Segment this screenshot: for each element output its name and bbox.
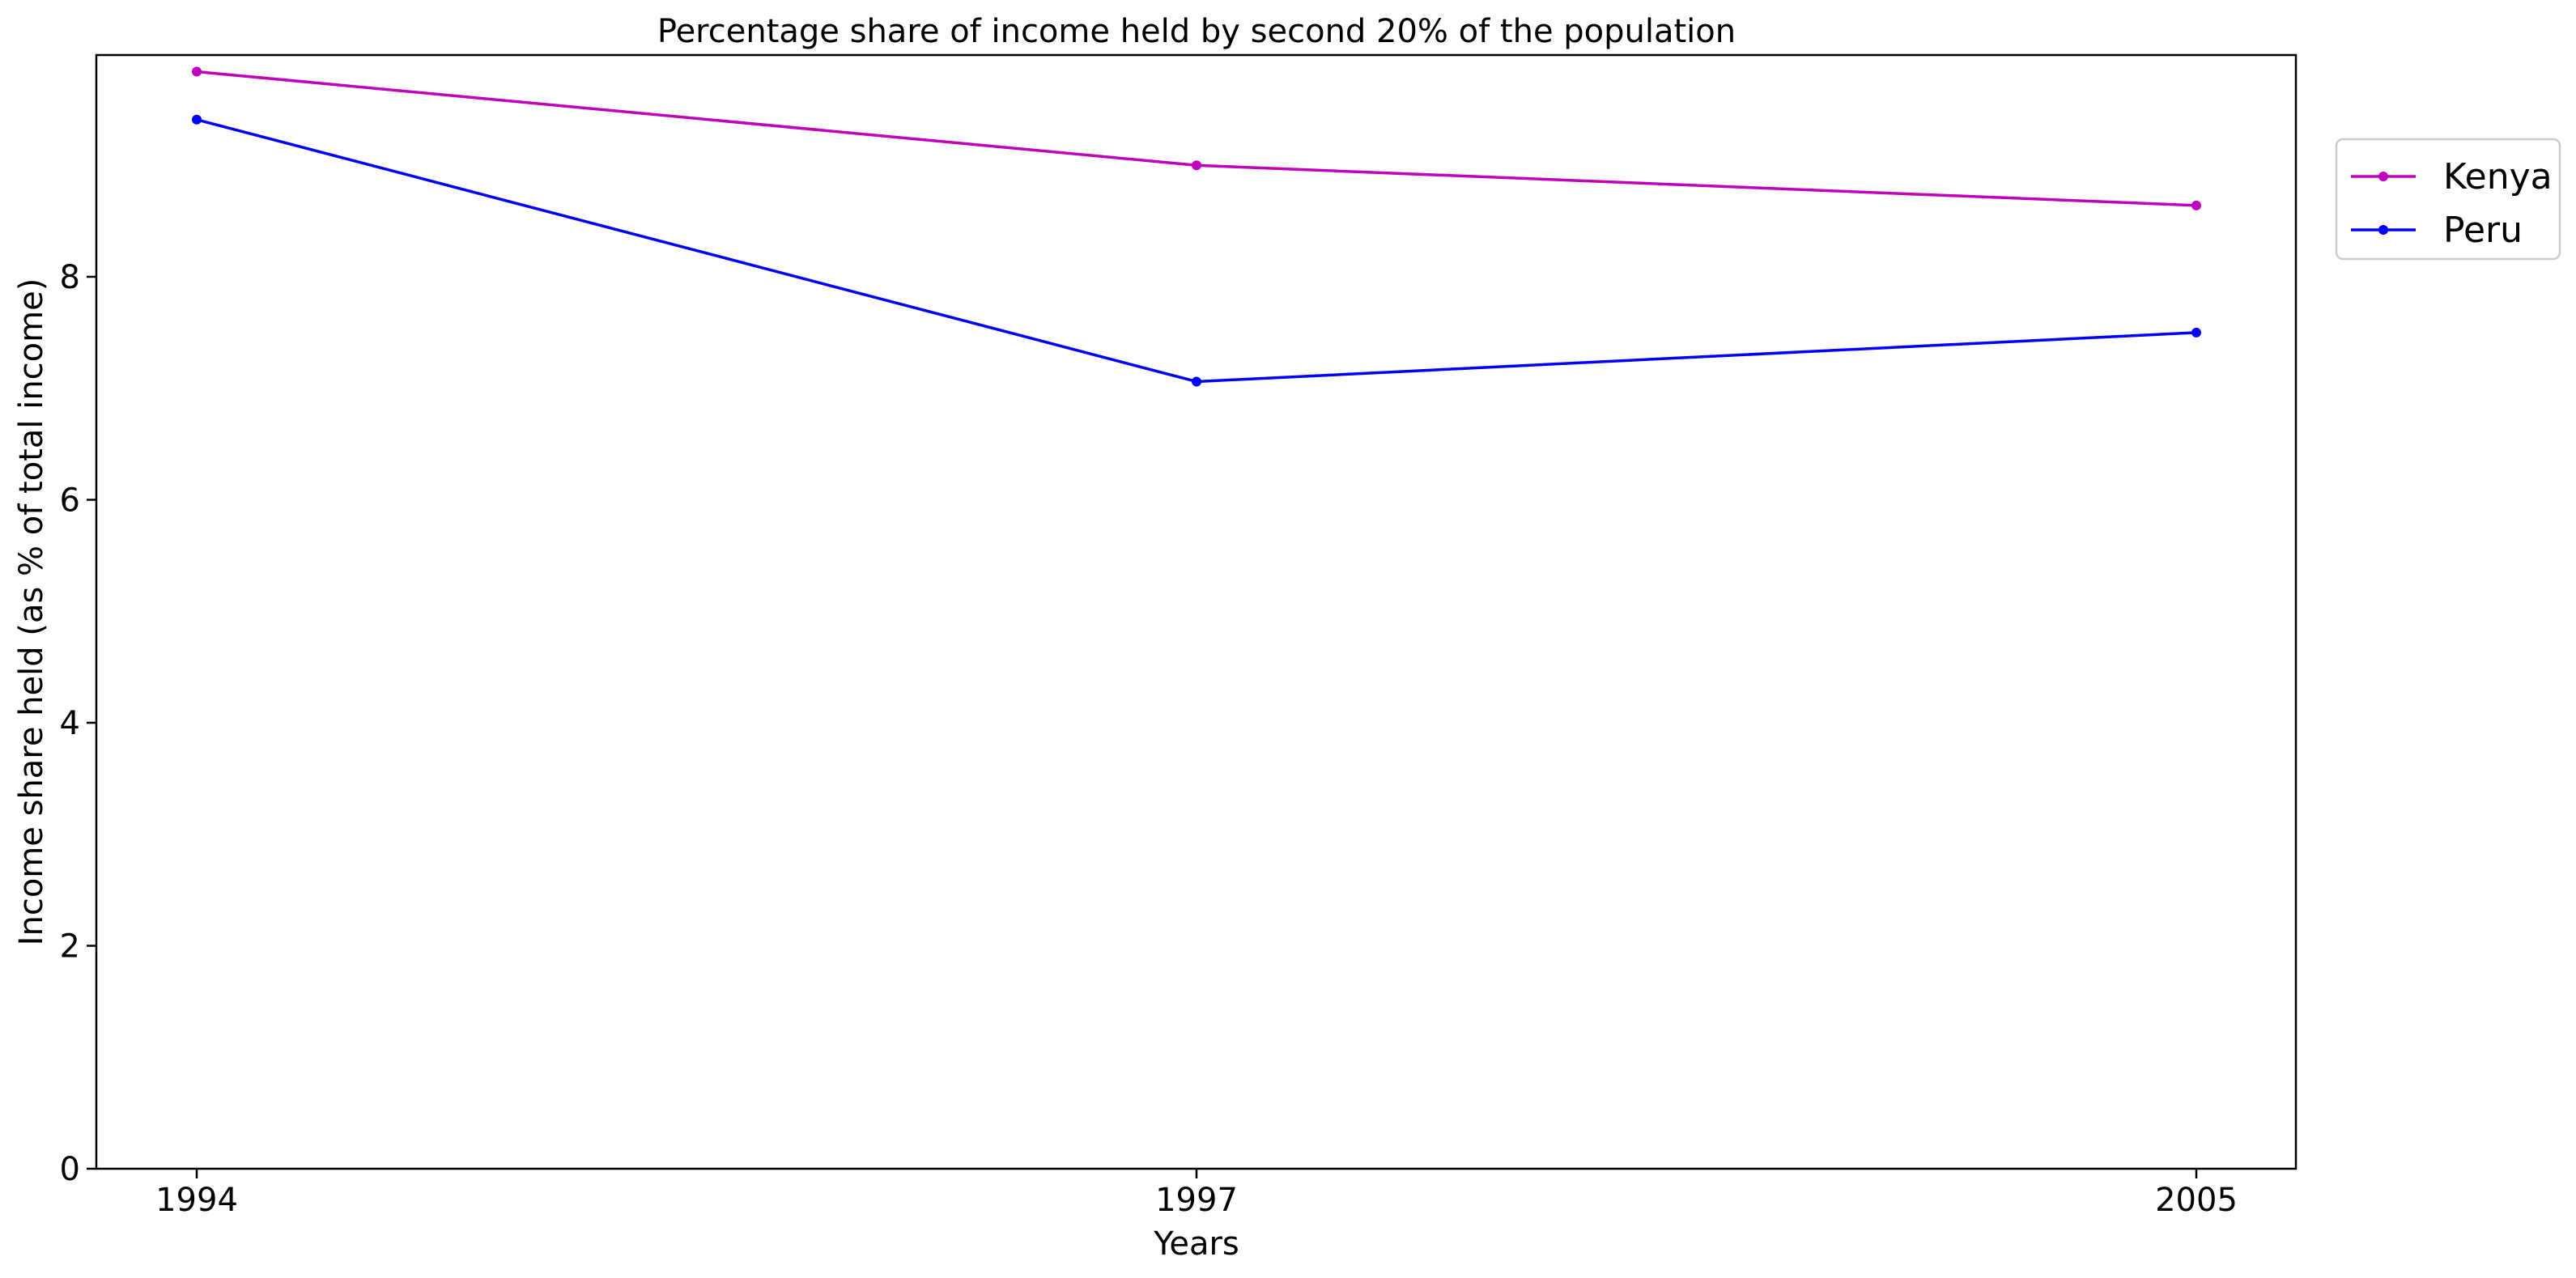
plot-area xyxy=(192,66,2201,387)
x-tick-label: 1997 xyxy=(1155,1182,1238,1219)
y-axis: 0 2 4 6 8 xyxy=(60,259,96,1188)
y-tick-label: 4 xyxy=(60,705,80,742)
legend-marker-kenya xyxy=(2378,172,2388,181)
chart-title: Percentage share of income held by secon… xyxy=(657,13,1736,50)
y-tick-label: 2 xyxy=(60,928,80,966)
x-axis: 1994 1997 2005 xyxy=(155,1169,2238,1219)
legend: Kenya Peru xyxy=(2335,138,2561,261)
data-point-peru-1997 xyxy=(1192,376,1201,387)
series-line-kenya xyxy=(196,70,2197,207)
series-line-peru xyxy=(196,118,2197,384)
legend-marker-peru xyxy=(2378,225,2388,235)
y-tick-label: 0 xyxy=(60,1151,80,1188)
y-axis-label: Income share held (as % of total income) xyxy=(13,278,50,946)
x-tick-label: 1994 xyxy=(155,1182,238,1219)
data-point-peru-1994 xyxy=(192,114,202,125)
y-tick-label: 6 xyxy=(60,482,80,520)
data-point-kenya-1997 xyxy=(1192,160,1201,171)
plot-frame xyxy=(95,53,2298,1170)
y-tick-label: 8 xyxy=(60,259,80,296)
x-axis-label: Years xyxy=(1153,1225,1239,1263)
data-point-kenya-1994 xyxy=(192,66,202,77)
legend-label-kenya: Kenya xyxy=(2443,156,2553,197)
legend-label-peru: Peru xyxy=(2443,210,2523,251)
x-tick-label: 2005 xyxy=(2155,1182,2238,1219)
data-point-kenya-2005 xyxy=(2191,200,2201,210)
data-point-peru-2005 xyxy=(2191,327,2201,338)
